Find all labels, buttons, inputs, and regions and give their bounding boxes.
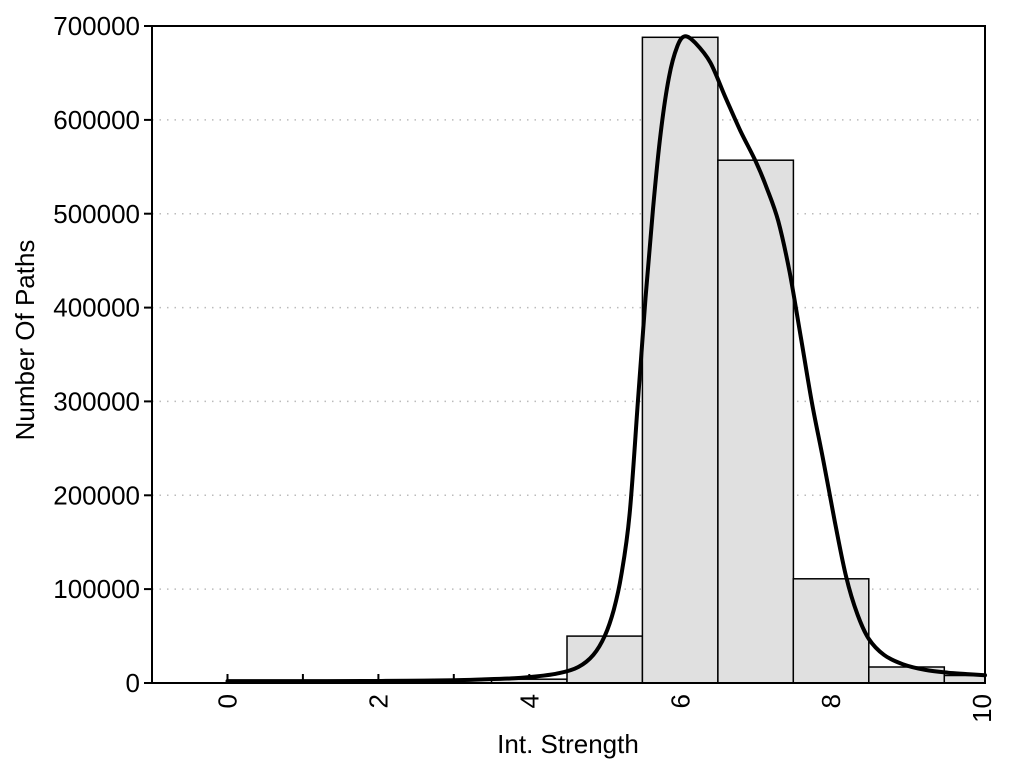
y-tick-label: 300000 — [53, 387, 140, 417]
tick-label-layer: 0 100000 200000 300000 400000 500000 600000 700… — [53, 11, 997, 723]
x-axis-title: Int. Strength — [497, 729, 639, 759]
y-tick-label: 400000 — [53, 293, 140, 323]
y-tick-label: 0 — [126, 668, 140, 698]
x-tick-label: 4 — [514, 694, 544, 708]
y-tick-label: 700000 — [53, 11, 140, 41]
x-tick-label: 6 — [665, 694, 695, 708]
density-curve-layer — [225, 34, 987, 684]
y-tick-label: 200000 — [53, 480, 140, 510]
histogram-bar — [566, 635, 644, 684]
plot-border — [151, 25, 986, 684]
gridline-layer — [152, 119, 985, 590]
histogram-bars — [490, 36, 986, 684]
x-tick-label: 2 — [364, 694, 394, 708]
x-tick-label: 8 — [816, 694, 846, 708]
y-axis-title: Number Of Paths — [10, 240, 40, 441]
histogram-bar — [641, 36, 719, 684]
density-curve — [225, 34, 987, 684]
histogram-bar — [792, 578, 870, 684]
y-tick-label: 500000 — [53, 199, 140, 229]
y-tick-label: 600000 — [53, 105, 140, 135]
x-tick-label: 0 — [213, 694, 243, 708]
x-tick-label: 10 — [967, 694, 997, 723]
y-tick-label: 100000 — [53, 574, 140, 604]
